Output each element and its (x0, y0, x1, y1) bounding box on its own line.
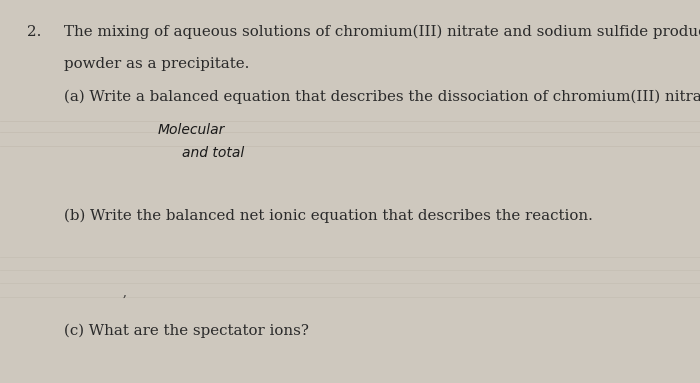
Text: (b) Write the balanced net ionic equation that describes the reaction.: (b) Write the balanced net ionic equatio… (64, 209, 594, 223)
Text: The mixing of aqueous solutions of chromium(III) nitrate and sodium sulfide prod: The mixing of aqueous solutions of chrom… (64, 25, 700, 39)
Text: 2.: 2. (27, 25, 41, 39)
Text: (c) What are the spectator ions?: (c) What are the spectator ions? (64, 324, 309, 338)
Text: ,: , (122, 285, 127, 298)
Text: and total: and total (182, 146, 244, 160)
Text: powder as a precipitate.: powder as a precipitate. (64, 57, 250, 72)
Text: Molecular: Molecular (158, 123, 225, 137)
Text: (a) Write a balanced equation that describes the dissociation of chromium(III) n: (a) Write a balanced equation that descr… (64, 90, 700, 105)
